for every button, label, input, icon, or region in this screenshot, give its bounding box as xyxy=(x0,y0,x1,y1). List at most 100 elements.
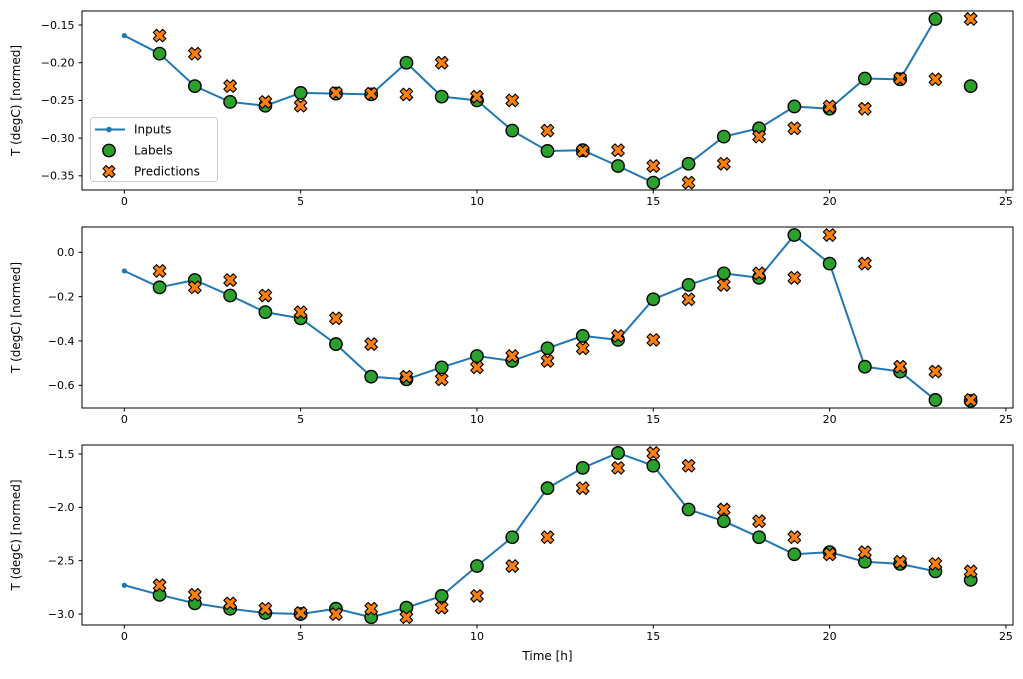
x-tick-label: 5 xyxy=(297,413,304,426)
predictions-point xyxy=(787,121,802,136)
labels-point xyxy=(716,266,731,281)
labels-point xyxy=(787,99,802,114)
x-tick-label: 10 xyxy=(470,195,484,208)
predictions-point xyxy=(611,143,625,158)
labels-point xyxy=(646,292,661,307)
labels-scatter-series xyxy=(152,446,978,625)
predictions-point xyxy=(152,578,167,593)
legend-label: Labels xyxy=(134,144,173,158)
predictions-point xyxy=(258,95,273,109)
axes-frame xyxy=(81,226,1014,409)
predictions-point xyxy=(963,12,978,26)
legend-label: Predictions xyxy=(134,165,200,179)
labels-scatter-series xyxy=(152,228,978,408)
labels-point xyxy=(540,144,555,158)
predictions-point xyxy=(364,86,379,101)
predictions-point xyxy=(399,87,414,102)
legend: Inputs Labels Predictions xyxy=(90,117,218,182)
labels-point xyxy=(187,79,202,93)
predictions-point xyxy=(716,278,731,292)
labels-point xyxy=(223,288,238,303)
predictions-point xyxy=(329,311,343,326)
axes-frame xyxy=(81,444,1014,626)
y-tick-labels: 0.0 −0.2 −0.4 −0.6 xyxy=(48,246,82,392)
x-axis-label: Time [h] xyxy=(521,649,572,663)
predictions-point xyxy=(716,502,731,517)
x-tick-label: 15 xyxy=(646,413,660,426)
labels-point xyxy=(575,328,590,343)
predictions-point xyxy=(681,458,696,473)
predictions-point xyxy=(223,596,237,611)
x-tick-label: 10 xyxy=(470,413,484,426)
predictions-point xyxy=(681,175,696,190)
legend-item-labels: Labels xyxy=(102,144,173,158)
subplot-2: 0 5 10 15 20 25 0.0 −0.2 −0.4 −0.6 T (degC) [norme… xyxy=(9,226,1014,426)
predictions-point xyxy=(858,545,872,559)
y-tick-label: −0.4 xyxy=(48,335,75,348)
predictions-point xyxy=(152,264,167,278)
legend-item-inputs: Inputs xyxy=(95,123,171,137)
predictions-point xyxy=(963,393,978,407)
predictions-point xyxy=(752,129,766,144)
predictions-point xyxy=(293,305,308,319)
predictions-scatter-series xyxy=(152,228,978,407)
inputs-line xyxy=(123,234,937,401)
labels-point xyxy=(928,393,943,407)
y-tick-labels: −1.5 −2.0 −2.5 −3.0 xyxy=(48,448,82,621)
labels-point xyxy=(364,369,379,384)
predictions-point xyxy=(188,46,202,61)
labels-point xyxy=(963,79,978,93)
inputs-line-series xyxy=(121,450,939,620)
labels-point xyxy=(223,95,238,109)
y-tick-labels: −0.15 −0.20 −0.25 −0.30 −0.35 xyxy=(41,19,82,183)
predictions-point xyxy=(258,288,273,303)
y-tick-label: −0.25 xyxy=(41,94,75,107)
labels-point xyxy=(752,530,766,545)
predictions-point xyxy=(681,292,696,307)
subplot-1: 0 5 10 15 20 25 −0.15 −0.20 −0.25 −0.30 −0.35 T (de… xyxy=(9,10,1014,208)
predictions-point xyxy=(152,28,167,43)
x-tick-label: 10 xyxy=(470,630,484,643)
y-axis-label: T (degC) [normed] xyxy=(9,479,23,591)
x-tick-labels: 0 5 10 15 20 25 xyxy=(121,190,1013,208)
predictions-point xyxy=(223,79,237,93)
labels-point xyxy=(434,89,449,104)
predictions-point xyxy=(893,359,907,374)
legend-item-predictions: Predictions xyxy=(102,165,200,179)
labels-point xyxy=(611,446,625,460)
y-axis-label: T (degC) [normed] xyxy=(9,262,23,374)
y-tick-label: −0.15 xyxy=(41,19,75,32)
predictions-point xyxy=(575,144,590,158)
predictions-point xyxy=(822,99,837,114)
x-tick-label: 20 xyxy=(823,413,837,426)
y-tick-label: −0.6 xyxy=(48,379,75,392)
predictions-point xyxy=(505,349,520,363)
inputs-line xyxy=(124,451,936,619)
labels-point xyxy=(540,341,555,356)
labels-point xyxy=(152,46,167,61)
x-tick-label: 25 xyxy=(999,630,1013,643)
predictions-point xyxy=(752,266,766,281)
x-tick-label: 25 xyxy=(999,195,1013,208)
predictions-point xyxy=(858,101,872,116)
predictions-point xyxy=(646,333,661,347)
predictions-point xyxy=(928,557,943,571)
predictions-point xyxy=(434,600,449,615)
predictions-point xyxy=(893,71,907,86)
labels-point xyxy=(505,530,520,545)
labels-point xyxy=(857,71,872,86)
x-tick-label: 0 xyxy=(121,413,128,426)
labels-point xyxy=(575,460,590,475)
predictions-point xyxy=(364,337,379,351)
x-tick-labels: 0 5 10 15 20 25 xyxy=(121,625,1013,643)
predictions-point xyxy=(470,589,484,603)
predictions-point xyxy=(963,564,978,579)
predictions-point xyxy=(787,270,802,285)
x-tick-label: 5 xyxy=(297,630,304,643)
labels-point xyxy=(434,360,449,375)
legend-box xyxy=(90,117,218,182)
labels-point xyxy=(787,547,802,562)
y-tick-label: 0.0 xyxy=(57,246,75,259)
